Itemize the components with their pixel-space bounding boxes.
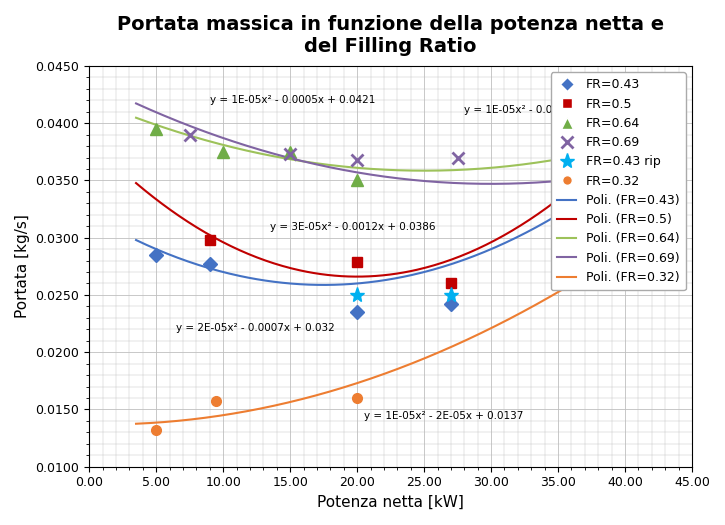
Title: Portata massica in funzione della potenza netta e
del Filling Ratio: Portata massica in funzione della potenz… [117, 15, 664, 56]
Text: y = 1E-05x² - 0.0006x + 0.0437: y = 1E-05x² - 0.0006x + 0.0437 [464, 106, 630, 116]
X-axis label: Potenza netta [kW]: Potenza netta [kW] [317, 495, 464, 510]
Text: y = 2E-05x² - 0.0007x + 0.032: y = 2E-05x² - 0.0007x + 0.032 [176, 323, 335, 333]
Text: y = 3E-05x² - 0.0012x + 0.0386: y = 3E-05x² - 0.0012x + 0.0386 [270, 222, 436, 232]
Text: y = 1E-05x² - 2E-05x + 0.0137: y = 1E-05x² - 2E-05x + 0.0137 [364, 411, 523, 421]
Text: y = 1E-05x² - 0.0005x + 0.0421: y = 1E-05x² - 0.0005x + 0.0421 [210, 95, 375, 105]
Legend: FR=0.43, FR=0.5, FR=0.64, FR=0.69, FR=0.43 rip, FR=0.32, Poli. (FR=0.43), Poli. : FR=0.43, FR=0.5, FR=0.64, FR=0.69, FR=0.… [551, 72, 686, 290]
Y-axis label: Portata [kg/s]: Portata [kg/s] [15, 214, 30, 318]
